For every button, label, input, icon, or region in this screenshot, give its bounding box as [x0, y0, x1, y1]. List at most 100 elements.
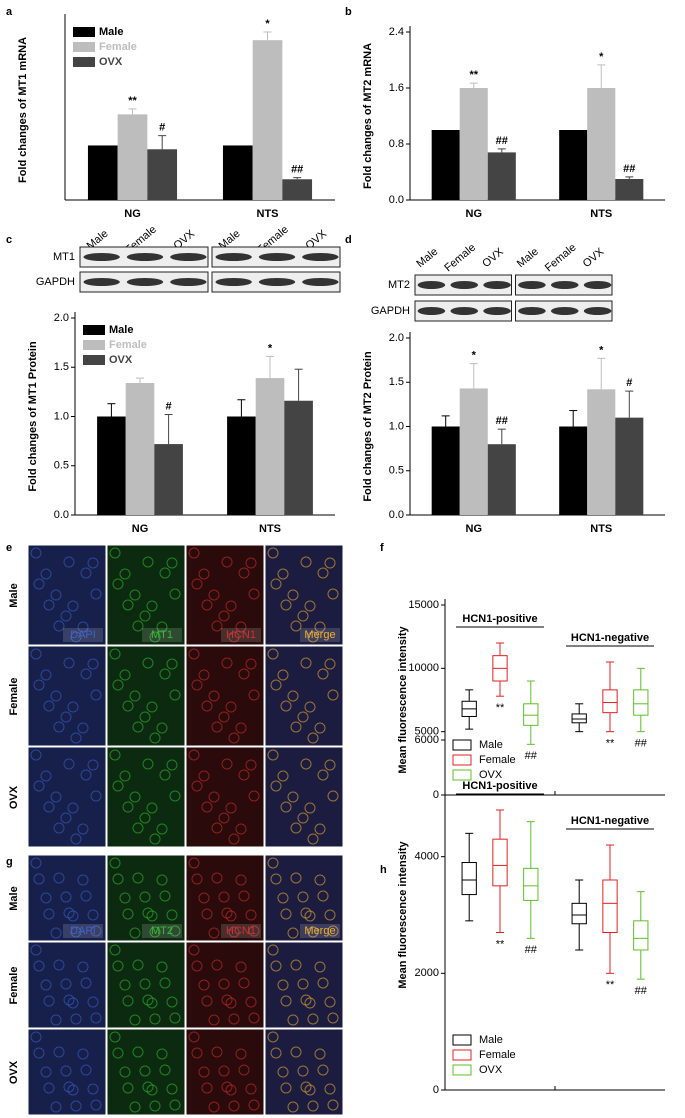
row-label: Male: [8, 583, 20, 607]
micrograph: [185, 746, 265, 848]
cell: [235, 722, 247, 734]
cell: [149, 1013, 161, 1025]
y-tick-label: 5000: [415, 726, 439, 738]
cell: [245, 759, 257, 771]
cell: [30, 857, 42, 869]
y-tick-label: 1.0: [389, 420, 404, 432]
cell: [191, 780, 203, 792]
cell: [188, 857, 200, 869]
legend-swatch: [73, 27, 95, 37]
cell: [280, 995, 292, 1007]
y-tick-label: 0.5: [54, 460, 69, 472]
significance: **: [496, 702, 505, 714]
cell: [225, 802, 237, 814]
cell: [324, 909, 336, 921]
y-tick-label: 10000: [408, 662, 439, 674]
cell: [267, 749, 279, 761]
cell: [287, 1014, 299, 1026]
lane-label: Male: [414, 246, 440, 271]
bar: [587, 88, 616, 200]
cell: [300, 1081, 312, 1093]
cell: [70, 833, 82, 845]
cell: [297, 891, 309, 903]
cell: [290, 721, 302, 733]
cell: [63, 1081, 75, 1093]
cell: [324, 1083, 336, 1095]
cell: [139, 711, 151, 723]
cell: [166, 759, 178, 771]
legend-label: Male: [99, 26, 123, 38]
channel-label: HCN1: [226, 925, 256, 937]
cell: [129, 927, 141, 939]
legend-swatch: [73, 57, 95, 67]
cell: [280, 700, 292, 712]
cell: [149, 1100, 161, 1112]
cell: [159, 1064, 171, 1076]
micrograph: [185, 544, 265, 646]
cell: [317, 668, 329, 680]
cell: [63, 657, 75, 669]
cell: [132, 620, 144, 632]
legend-label: Male: [479, 1034, 503, 1046]
micrograph: [185, 645, 265, 747]
cell: [307, 1013, 319, 1025]
box: [571, 902, 587, 925]
cell: [238, 668, 250, 680]
cell: [50, 1014, 62, 1026]
channel-label: HCN1: [226, 629, 256, 641]
channel-tag: [63, 628, 103, 642]
blot-band: [302, 278, 339, 286]
cell: [300, 758, 312, 770]
blot-band: [483, 281, 511, 289]
cell: [314, 1048, 326, 1060]
cell: [122, 908, 134, 920]
cell: [146, 997, 158, 1009]
cell: [314, 961, 326, 973]
cell: [53, 1046, 65, 1058]
channel-label: DAPI: [70, 629, 96, 641]
cell: [270, 1047, 282, 1059]
micrograph: [264, 1028, 344, 1116]
legend-swatch: [452, 1034, 472, 1046]
cell: [221, 758, 233, 770]
cell: [80, 769, 92, 781]
cell: [324, 759, 336, 771]
cell: [50, 791, 62, 803]
blot-row-label: GAPDH: [371, 305, 410, 317]
bar: [222, 145, 253, 200]
cell: [149, 732, 161, 744]
bar: [147, 149, 178, 200]
cell: [90, 790, 102, 802]
cell: [188, 648, 200, 660]
cell: [63, 556, 75, 568]
y-axis-label: Fold changes of MT2 mRNA: [362, 43, 374, 189]
cell: [90, 689, 102, 701]
cell: [327, 689, 339, 701]
cell: [87, 909, 99, 921]
bar: [125, 383, 155, 515]
cell: [166, 996, 178, 1008]
y-tick-label: 4000: [415, 851, 439, 863]
cell: [201, 908, 213, 920]
x-tick-label: NG: [466, 523, 483, 535]
legend-swatch: [83, 340, 105, 350]
lane-label: OVX: [480, 245, 506, 270]
cell: [77, 621, 89, 633]
cell: [211, 620, 223, 632]
channel-label: Merge: [304, 629, 335, 641]
blot-band: [83, 253, 120, 261]
cell: [238, 769, 250, 781]
cell: [139, 812, 151, 824]
cell: [317, 769, 329, 781]
cell: [30, 944, 42, 956]
box: [523, 703, 539, 726]
cell: [324, 996, 336, 1008]
y-tick-label: 2000: [415, 967, 439, 979]
cell: [109, 547, 121, 559]
cell: [166, 1083, 178, 1095]
lane-label: Female: [442, 242, 478, 275]
micrograph: [27, 1028, 107, 1116]
cell: [211, 872, 223, 884]
micrograph: [106, 941, 186, 1029]
micrograph: [27, 941, 107, 1029]
